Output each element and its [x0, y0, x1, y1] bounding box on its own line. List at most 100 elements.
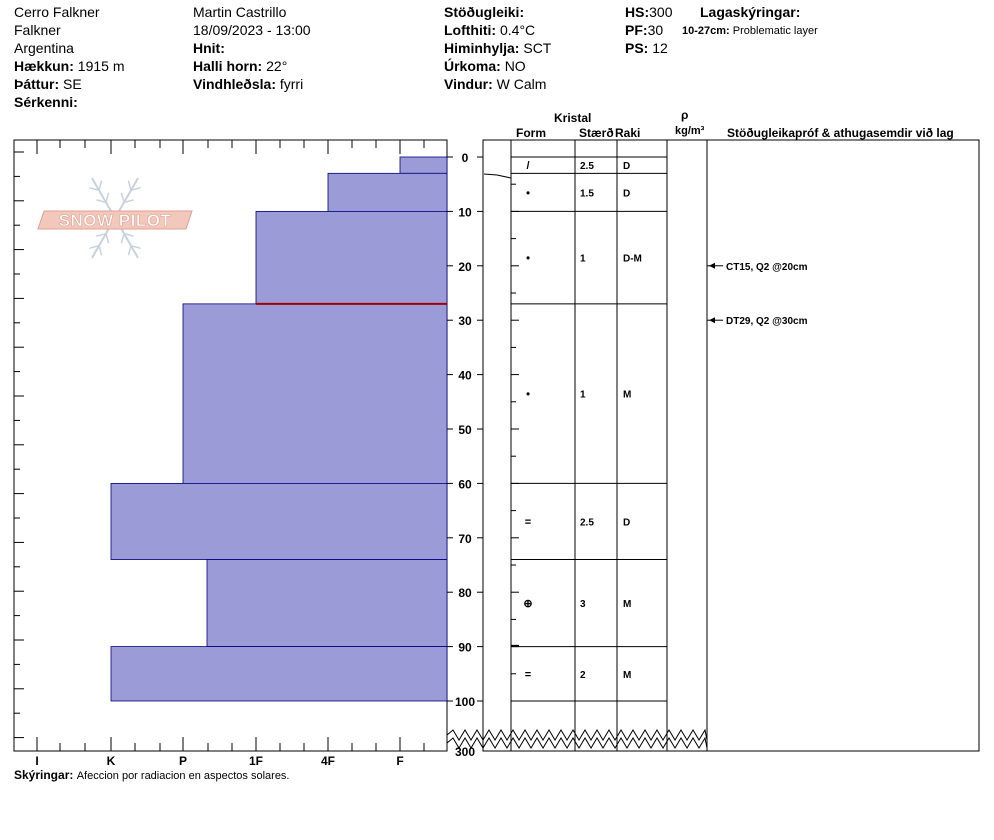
grain-size-value: 2 — [580, 670, 586, 681]
depth-tick-label: 80 — [458, 586, 472, 600]
aspect-value: SE — [63, 76, 82, 92]
logo-banner — [37, 210, 193, 230]
moisture-value: M — [623, 670, 631, 681]
grain-size-value: 1.5 — [580, 188, 594, 199]
sky-value: SCT — [523, 40, 552, 56]
hardness-layer-bar — [182, 303, 448, 484]
legend-item-range: 10-27cm: — [682, 25, 730, 37]
observer-name: Martin Castrillo — [193, 4, 287, 20]
layer-table-frame — [482, 139, 980, 752]
air-temp-row: Lofthiti: 0.4°C — [444, 22, 535, 38]
test-arrow-head — [709, 262, 715, 269]
moisture-value: D — [623, 188, 630, 199]
moisture-value: M — [623, 390, 631, 401]
tests-header: Stöðugleikapróf & athugasemdir við lag — [727, 126, 954, 140]
snowflake-branch — [120, 192, 125, 203]
snowflake-branch — [98, 180, 103, 191]
legend-title: Lagaskýringar: — [700, 4, 801, 20]
hardness-layer-bar — [327, 172, 448, 212]
hardness-tick-label: 4F — [321, 754, 335, 768]
moisture-value: D — [623, 517, 630, 528]
country-name: Argentina — [14, 40, 74, 56]
grain-size-value: 2.5 — [580, 161, 594, 172]
grain-size-value: 1 — [580, 390, 586, 401]
features-label: Sérkenni: — [14, 94, 78, 110]
depth-tick-label: 100 — [455, 695, 475, 709]
pf-label: PF: — [625, 22, 648, 38]
hardness-layer-bar — [110, 482, 448, 560]
snowflake-branch — [127, 245, 132, 256]
logo-text: SNOW PILOT — [59, 211, 172, 230]
crystal-header: Kristal — [554, 111, 592, 125]
depth-tick-label: 30 — [458, 314, 472, 328]
snowflake-branch — [98, 245, 103, 256]
hardness-layer-bar — [255, 210, 448, 305]
depth-tick-label: 20 — [458, 260, 472, 274]
hardness-tick-label: P — [179, 754, 187, 768]
snowflake-branch — [130, 244, 141, 250]
region-name: Falkner — [14, 22, 61, 38]
grain-form-symbol: / — [526, 160, 529, 172]
elevation-value: 1915 m — [77, 58, 125, 74]
coords-label: Hnit: — [193, 40, 225, 56]
hs-label: HS: — [625, 4, 650, 20]
stability-label: Stöðugleiki: — [444, 4, 525, 20]
wind-value: W Calm — [496, 76, 547, 92]
wind-loading-row: Vindhleðsla: fyrri — [193, 76, 303, 92]
slope-row: Halli horn: 22° — [193, 58, 287, 74]
elevation-label: Hækkun: — [14, 58, 74, 74]
axis-break-zigzag — [446, 736, 708, 749]
air-temp-value: 0.4°C — [499, 22, 536, 38]
sky-label: Himinhylja: — [444, 40, 520, 56]
snowflake-branch — [123, 232, 134, 237]
depth-tick-label: 70 — [458, 532, 472, 546]
grain-form-symbol: • — [526, 187, 530, 199]
snowflake-branch — [105, 192, 110, 203]
snowflake-branch — [89, 244, 100, 250]
depth-tick-label: 60 — [458, 477, 472, 491]
depth-tick-label: 0 — [462, 151, 469, 165]
depth-tick-label: 40 — [458, 369, 472, 383]
hardness-layer-bar — [399, 156, 448, 174]
snowflake-branch — [96, 199, 107, 204]
moisture-header: Raki — [615, 126, 641, 140]
slope-label: Halli horn: — [193, 58, 263, 74]
layer-connector — [483, 173, 512, 179]
depth-tick-label: 50 — [458, 423, 472, 437]
slope-value: 22° — [266, 58, 288, 74]
moisture-value: D-M — [623, 254, 642, 265]
moisture-value: M — [623, 599, 631, 610]
notes-label: Skýringar: — [14, 768, 74, 782]
aspect-row: Þáttur: SE — [14, 76, 82, 92]
form-header: Form — [516, 126, 546, 140]
axis-break-zigzag — [446, 728, 708, 741]
wind-label: Vindur: — [444, 76, 493, 92]
moisture-value: D — [623, 161, 630, 172]
snowflake-branch — [105, 233, 110, 244]
snowflake-branch — [130, 186, 141, 192]
test-annotation: DT29, Q2 @30cm — [726, 316, 808, 327]
grain-form-symbol: • — [526, 389, 530, 401]
hardness-tick-label: I — [35, 754, 38, 768]
grain-form-symbol: = — [525, 669, 531, 681]
test-annotation: CT15, Q2 @20cm — [726, 262, 808, 273]
snowflake-branch — [96, 232, 107, 237]
ps-label: PS: — [625, 40, 649, 56]
precip-row: Úrkoma: NO — [444, 58, 526, 74]
notes: Skýringar: Afeccion por radiacion en asp… — [14, 767, 290, 784]
grain-size-value: 2.5 — [580, 517, 594, 528]
snowflake-branch — [120, 233, 125, 244]
wind-row: Vindur: W Calm — [444, 76, 546, 92]
legend-item: 10-27cm: Problematic layer — [682, 23, 818, 39]
ps-row: PS: 12 — [625, 40, 668, 56]
observation-datetime: 18/09/2023 - 13:00 — [193, 22, 311, 38]
grain-size-value: 3 — [580, 599, 586, 610]
aspect-label: Þáttur: — [14, 76, 60, 92]
grain-form-symbol: ⊕ — [523, 598, 532, 610]
notes-text: Afeccion por radiacion en aspectos solar… — [76, 770, 290, 782]
wind-loading-label: Vindhleðsla: — [193, 76, 276, 92]
test-arrow-head — [709, 317, 715, 324]
hs-value: 300 — [649, 4, 673, 20]
snowflake-branch — [89, 186, 100, 192]
